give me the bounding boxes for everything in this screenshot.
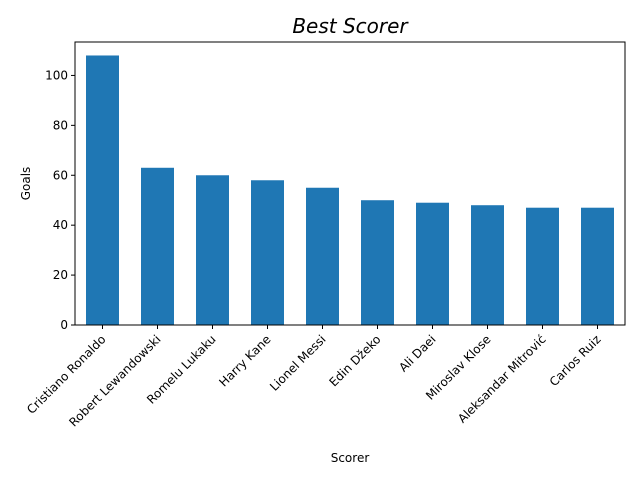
x-tick-label-1: Robert Lewandowski bbox=[66, 332, 163, 429]
bar-3 bbox=[251, 180, 284, 325]
x-axis-label: Scorer bbox=[331, 451, 370, 465]
bar-6 bbox=[416, 202, 449, 325]
y-tick-label-4: 80 bbox=[53, 118, 68, 132]
x-tick-label-3: Harry Kane bbox=[216, 332, 273, 389]
plot-frame bbox=[74, 41, 626, 326]
bar-0 bbox=[86, 55, 119, 325]
y-tick-label-2: 40 bbox=[53, 218, 68, 232]
bar-2 bbox=[196, 175, 229, 325]
bar-1 bbox=[141, 167, 174, 325]
bar-9 bbox=[581, 207, 614, 325]
y-tick-label-5: 100 bbox=[45, 68, 68, 82]
y-tick-label-1: 20 bbox=[53, 268, 68, 282]
y-axis: 0 20 40 60 80 100 bbox=[45, 68, 75, 332]
y-tick-label-3: 60 bbox=[53, 168, 68, 182]
bar-7 bbox=[471, 205, 504, 325]
x-tick-label-4: Lionel Messi bbox=[267, 332, 329, 394]
bar-5 bbox=[361, 200, 394, 325]
chart-title: Best Scorer bbox=[292, 14, 409, 38]
bar-4 bbox=[306, 187, 339, 325]
y-tick-label-0: 0 bbox=[60, 318, 68, 332]
y-axis-label: Goals bbox=[19, 167, 33, 201]
x-tick-label-5: Edin Džeko bbox=[327, 332, 384, 389]
x-tick-label-9: Carlos Ruiz bbox=[547, 332, 604, 389]
x-tick-label-6: Ali Daei bbox=[396, 332, 438, 374]
bars-group bbox=[86, 55, 614, 325]
bar-8 bbox=[526, 207, 559, 325]
